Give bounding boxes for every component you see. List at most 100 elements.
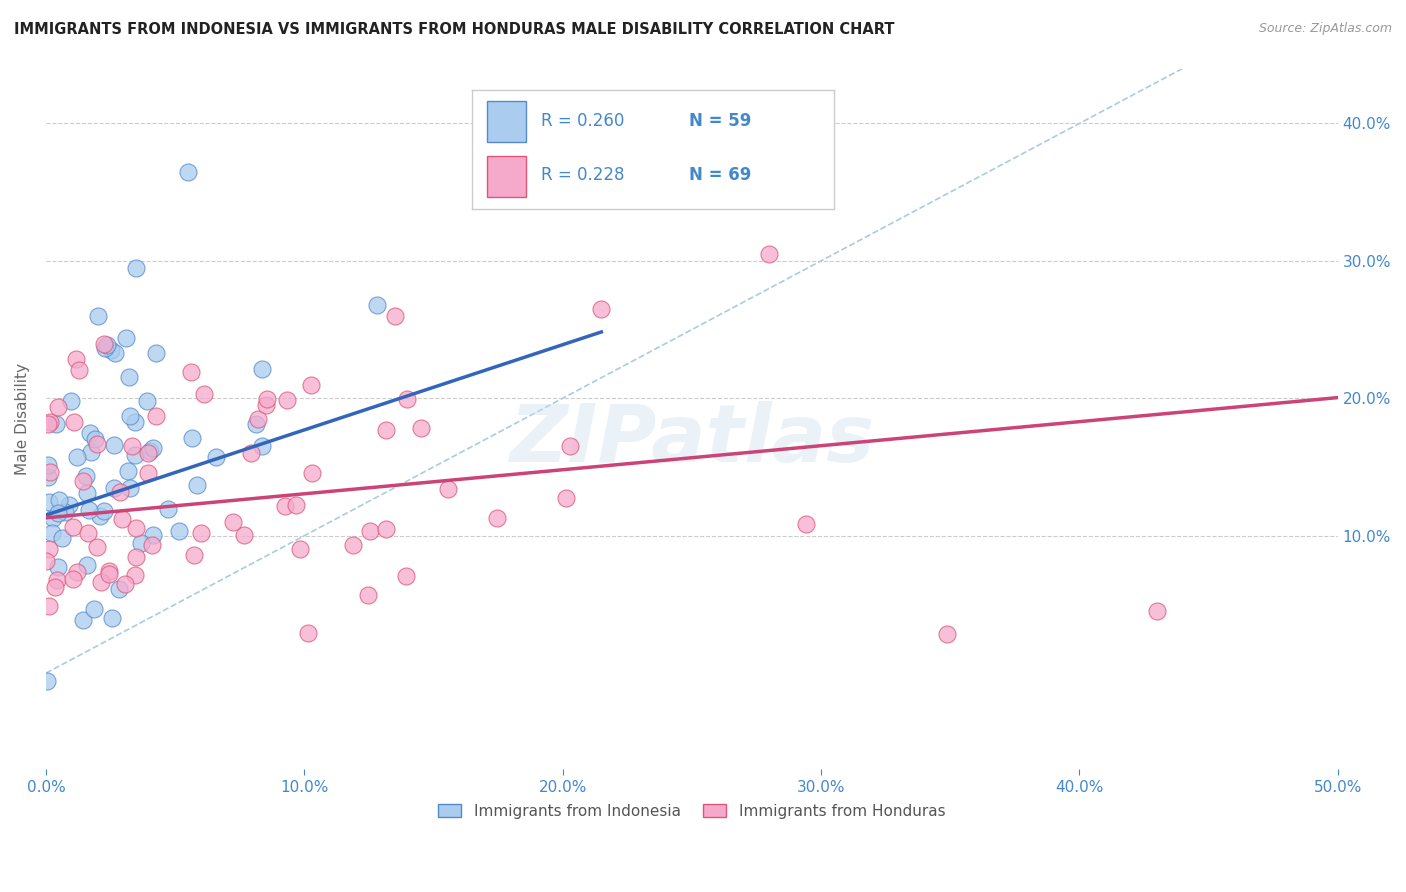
Point xyxy=(65,450,87,464)
Point xyxy=(190,526,212,541)
Point xyxy=(103,481,125,495)
Point xyxy=(139,443,162,458)
Point xyxy=(93,341,115,355)
Point xyxy=(794,517,817,532)
Point xyxy=(72,475,94,489)
Point xyxy=(75,469,97,483)
Point xyxy=(117,464,139,478)
Point xyxy=(101,611,124,625)
Point xyxy=(65,351,87,366)
Point xyxy=(80,445,103,459)
Text: IMMIGRANTS FROM INDONESIA VS IMMIGRANTS FROM HONDURAS MALE DISABILITY CORRELATIO: IMMIGRANTS FROM INDONESIA VS IMMIGRANTS … xyxy=(14,22,894,37)
Point xyxy=(38,599,60,613)
Point xyxy=(156,502,179,516)
Point xyxy=(250,361,273,376)
Point xyxy=(591,301,613,316)
Point xyxy=(96,338,118,352)
Point xyxy=(136,446,159,460)
Text: Source: ZipAtlas.com: Source: ZipAtlas.com xyxy=(1258,22,1392,36)
Point xyxy=(111,512,134,526)
Point xyxy=(124,448,146,462)
Legend: Immigrants from Indonesia, Immigrants from Honduras: Immigrants from Indonesia, Immigrants fr… xyxy=(432,797,952,825)
Point xyxy=(558,439,581,453)
Point xyxy=(79,503,101,517)
Point xyxy=(38,542,60,557)
Point xyxy=(118,370,141,384)
Point xyxy=(37,417,59,431)
Point xyxy=(83,602,105,616)
Point xyxy=(58,498,80,512)
Point xyxy=(288,542,311,557)
Point xyxy=(120,409,142,424)
Point xyxy=(142,528,165,542)
Point xyxy=(125,550,148,565)
Point xyxy=(98,567,121,582)
Point xyxy=(114,330,136,344)
Point xyxy=(46,573,69,587)
Point xyxy=(90,575,112,590)
Point xyxy=(86,309,108,323)
Point xyxy=(180,365,202,379)
Point xyxy=(142,441,165,455)
Point xyxy=(103,438,125,452)
Point xyxy=(246,412,269,426)
Point xyxy=(935,627,957,641)
Point xyxy=(180,431,202,445)
Point xyxy=(205,450,228,464)
Point xyxy=(245,417,267,431)
Point xyxy=(145,409,167,424)
Point xyxy=(48,493,70,508)
Point xyxy=(193,387,215,401)
Point xyxy=(79,425,101,440)
Point xyxy=(35,554,58,568)
Point xyxy=(84,432,107,446)
Point xyxy=(177,164,200,178)
Point xyxy=(41,525,63,540)
Point xyxy=(62,520,84,534)
Point xyxy=(359,524,381,538)
Point xyxy=(374,522,396,536)
Point xyxy=(342,538,364,552)
Point xyxy=(285,498,308,512)
Point xyxy=(145,346,167,360)
Point xyxy=(240,445,263,459)
Point xyxy=(72,613,94,627)
Point xyxy=(38,494,60,508)
Point xyxy=(183,549,205,563)
Point xyxy=(167,524,190,538)
Text: ZIPatlas: ZIPatlas xyxy=(509,401,875,479)
Point xyxy=(299,378,322,392)
Point xyxy=(125,521,148,535)
Point xyxy=(37,469,59,483)
Point xyxy=(186,478,208,492)
Point xyxy=(37,458,59,473)
Point xyxy=(124,416,146,430)
Point xyxy=(86,437,108,451)
Point xyxy=(437,482,460,496)
Point xyxy=(297,626,319,640)
Point xyxy=(250,439,273,453)
Point xyxy=(395,569,418,583)
Point xyxy=(485,511,508,525)
Point xyxy=(129,536,152,550)
Point xyxy=(46,560,69,574)
Point xyxy=(141,538,163,552)
Point xyxy=(53,505,76,519)
Point xyxy=(121,440,143,454)
Point xyxy=(256,392,278,407)
Point xyxy=(38,415,60,429)
Point xyxy=(222,516,245,530)
Point xyxy=(125,260,148,275)
Point xyxy=(62,572,84,586)
Y-axis label: Male Disability: Male Disability xyxy=(15,363,30,475)
Point xyxy=(374,423,396,437)
Point xyxy=(76,558,98,572)
Point xyxy=(273,499,295,513)
Point xyxy=(124,568,146,582)
Point xyxy=(86,540,108,554)
Point xyxy=(63,416,86,430)
Point xyxy=(395,392,418,406)
Point xyxy=(138,466,160,480)
Point xyxy=(357,588,380,602)
Point xyxy=(76,486,98,500)
